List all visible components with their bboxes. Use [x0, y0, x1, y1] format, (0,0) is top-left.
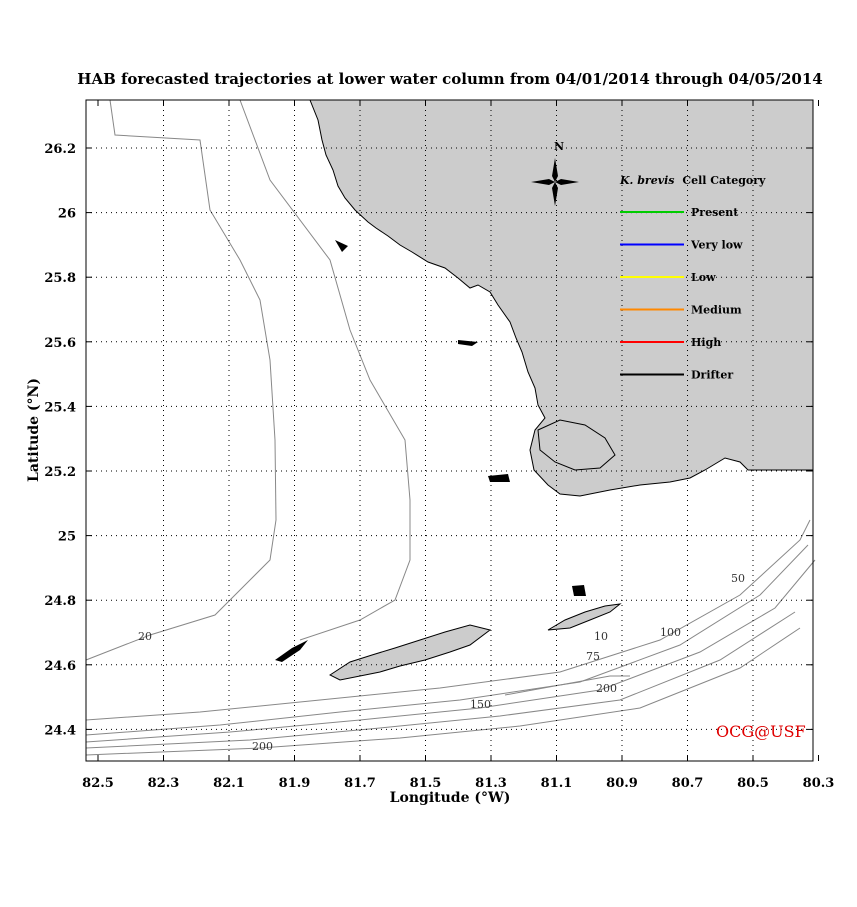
credit-label: OCG@USF [716, 722, 806, 741]
legend-item-label: High [691, 336, 721, 349]
drifter-track-4 [458, 340, 478, 346]
x-tick-label: 81.5 [410, 776, 442, 791]
isobath-label: 100 [660, 626, 681, 639]
x-tick-label: 81.9 [279, 776, 311, 791]
y-axis-ticks: 26.2 26 25.8 25.6 25.4 25.2 25 24.8 24.6 24.4 [44, 142, 813, 738]
x-axis-label: Longitude (°W) [390, 790, 511, 806]
land-islands [537, 419, 616, 471]
x-tick-label: 80.5 [737, 776, 769, 791]
y-tick-label: 24.6 [44, 659, 76, 674]
x-tick-label: 82.1 [213, 776, 245, 791]
x-tick-label: 81.1 [541, 776, 573, 791]
compass-rose-icon: N [531, 140, 579, 206]
x-axis-ticks: 82.5 82.3 82.1 81.9 81.7 81.5 81.3 81.1 80.9 80.7… [82, 100, 834, 791]
y-tick-label: 24.4 [44, 723, 76, 738]
isobath-label: 200 [596, 682, 617, 695]
y-axis-label: Latitude (°N) [26, 378, 42, 482]
x-tick-label: 82.3 [148, 776, 180, 791]
isobath-label: 10 [594, 630, 608, 643]
land-mainland [309, 99, 814, 497]
y-tick-label: 25.4 [44, 400, 76, 415]
legend-title: K. brevis Cell Category [619, 174, 766, 187]
isobath-label: 75 [586, 650, 600, 663]
drifter-track-3 [572, 585, 586, 596]
isobath-label: 150 [470, 698, 491, 711]
drifter-track-1 [275, 640, 308, 662]
drifter-track-5 [335, 240, 348, 252]
y-tick-label: 25.2 [44, 465, 76, 480]
x-tick-label: 80.9 [606, 776, 638, 791]
x-tick-label: 81.3 [475, 776, 507, 791]
y-tick-label: 26.2 [44, 142, 76, 157]
florida-keys-east [547, 603, 622, 631]
isobaths [85, 99, 816, 756]
compass-north-label: N [554, 140, 564, 153]
x-tick-label: 81.7 [344, 776, 376, 791]
florida-keys [328, 624, 492, 681]
legend-item-label: Low [691, 271, 716, 284]
x-tick-label: 82.5 [82, 776, 114, 791]
x-tick-label: 80.7 [672, 776, 704, 791]
map-title: HAB forecasted trajectories at lower wat… [77, 70, 822, 88]
y-tick-label: 26 [58, 207, 76, 222]
x-tick-label: 80.3 [803, 776, 835, 791]
y-tick-label: 25 [58, 530, 76, 545]
legend: K. brevis Cell Category Present Very low L… [619, 174, 766, 382]
legend-item-label: Very low [690, 239, 743, 252]
isobath-label: 200 [252, 740, 273, 753]
legend-item-label: Present [691, 206, 739, 219]
plot-frame [85, 99, 814, 762]
y-tick-label: 24.8 [44, 594, 76, 609]
drifter-track-2 [488, 474, 510, 482]
isobath-label: 20 [138, 630, 152, 643]
isobath-label: 50 [731, 572, 745, 585]
grid-lines [86, 100, 813, 761]
legend-item-label: Drifter [691, 369, 733, 382]
legend-item-label: Medium [691, 304, 742, 317]
y-tick-label: 25.6 [44, 336, 76, 351]
y-tick-label: 25.8 [44, 271, 76, 286]
